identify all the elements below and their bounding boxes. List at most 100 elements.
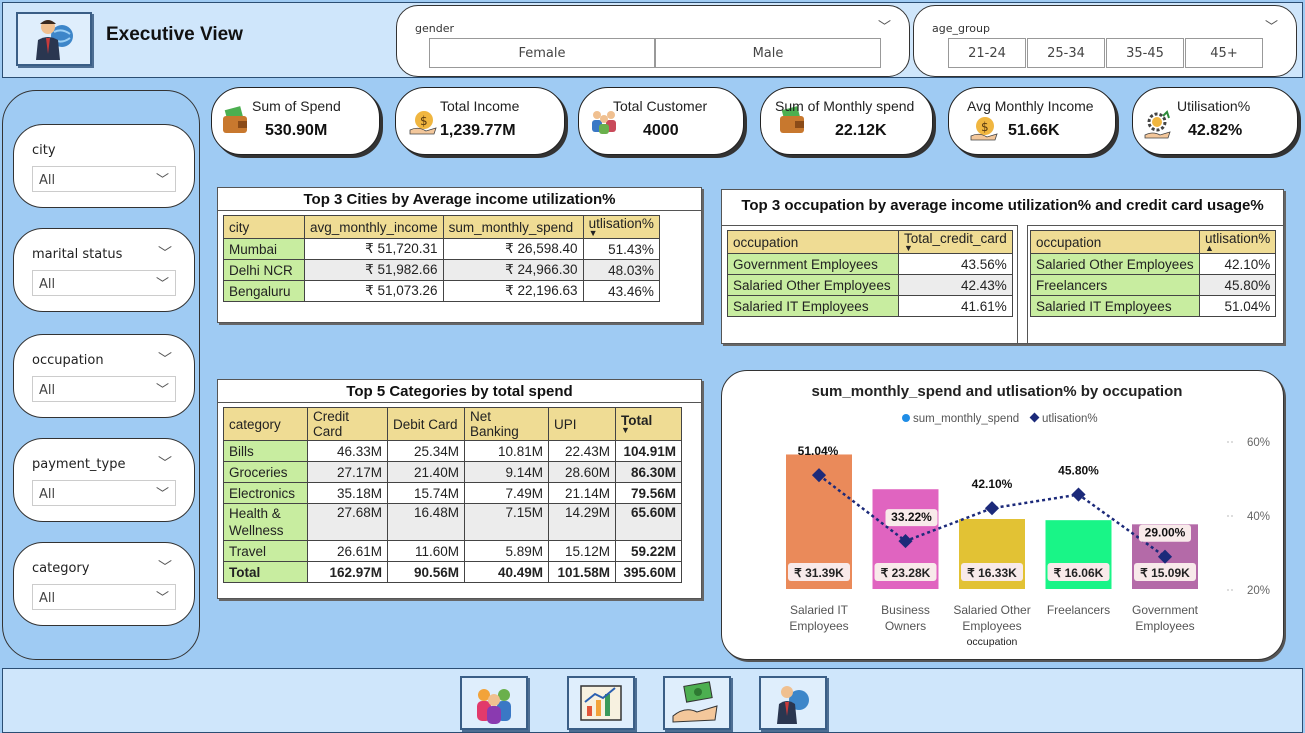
utilisation-cell: 51.43%	[582, 238, 660, 260]
value-cell: 15.12M	[548, 540, 616, 562]
chevron-down-icon[interactable]: ﹀	[1264, 20, 1278, 35]
customers-nav-button[interactable]	[460, 676, 528, 730]
filter-panel: city All ﹀ marital status ﹀ All ﹀ occupati…	[2, 90, 200, 660]
table-row: Salaried IT Employees 51.04%	[1030, 295, 1277, 317]
category-cell: Groceries	[223, 461, 308, 483]
table-row: Delhi NCR ₹ 51,982.66 ₹ 24,966.30 48.03%	[223, 259, 660, 281]
col-total[interactable]: Total ▼	[615, 407, 682, 441]
category-value: All	[39, 591, 56, 606]
col-city[interactable]: city	[223, 215, 305, 239]
total-value-cell: 40.49M	[464, 561, 549, 583]
chevron-down-icon[interactable]: ﹀	[158, 246, 172, 262]
chart-legend: sum_monthly_spend utlisation%	[902, 412, 1098, 425]
chevron-down-icon[interactable]: ﹀	[158, 456, 172, 472]
top-occupation-panel: Top 3 occupation by average income utili…	[721, 189, 1284, 344]
gender-option-male[interactable]: Male	[655, 38, 881, 68]
bar-data-label-bg	[961, 563, 1023, 581]
gear-dollar-hand-icon	[1144, 110, 1171, 139]
occupation-credit-card-box: occupation Total_credit_card ▼ Government…	[722, 225, 1018, 344]
col-credit-card[interactable]: Credit Card	[307, 407, 388, 441]
executive-nav-button[interactable]	[759, 676, 827, 730]
spend-cell: ₹ 24,966.30	[442, 259, 584, 281]
credit-card-cell: 41.61%	[898, 295, 1013, 317]
utilisation-cell: 51.04%	[1198, 295, 1277, 317]
category-cell: Travel	[223, 540, 308, 562]
payment-type-slicer[interactable]: payment_type ﹀ All ﹀	[13, 438, 195, 522]
credit-card-cell: 43.56%	[898, 253, 1013, 275]
chevron-down-icon[interactable]: ﹀	[155, 173, 169, 188]
col-category[interactable]: category	[223, 407, 308, 441]
bar-data-label: ₹ 31.39K	[794, 566, 844, 580]
col-net-banking[interactable]: Net Banking	[464, 407, 549, 441]
gender-slicer[interactable]: gender ﹀ Female Male	[396, 5, 910, 77]
x-tick-label: Business	[881, 603, 930, 617]
col-total-credit-card[interactable]: Total_credit_card ▼	[898, 230, 1013, 254]
marital-status-dropdown[interactable]: All ﹀	[32, 270, 176, 296]
legend-utilisation-marker	[1029, 412, 1040, 423]
total-cell: 104.91M	[615, 440, 682, 462]
chevron-down-icon[interactable]: ﹀	[155, 383, 169, 398]
age-option-25-34[interactable]: 25-34	[1027, 38, 1105, 68]
payment-type-dropdown[interactable]: All ﹀	[32, 480, 176, 506]
value-cell: 35.18M	[307, 482, 388, 504]
col-avg-monthly-income[interactable]: avg_monthly_income	[304, 215, 444, 239]
kpi-total-customer: Total Customer 4000	[578, 87, 744, 155]
value-cell: 7.49M	[464, 482, 549, 504]
utilisation-line	[818, 474, 1166, 558]
payment-nav-button[interactable]	[663, 676, 731, 730]
age-group-slicer[interactable]: age_group ﹀ 21-24 25-34 35-45 45+	[913, 5, 1297, 77]
x-axis: Salaried IT Employees Business Owners Salari…	[789, 603, 1198, 633]
col-occupation[interactable]: occupation	[1030, 230, 1200, 254]
x-tick-label: Employees	[789, 619, 848, 633]
value-cell: 28.60M	[548, 461, 616, 483]
category-dropdown[interactable]: All ﹀	[32, 584, 176, 610]
executive-logo[interactable]	[16, 12, 92, 66]
gender-option-female[interactable]: Female	[429, 38, 655, 68]
y2-tick-label: 20%	[1247, 585, 1270, 597]
value-cell: 27.17M	[307, 461, 388, 483]
occupation-dropdown[interactable]: All ﹀	[32, 376, 176, 402]
age-group-slicer-label: age_group	[932, 22, 990, 35]
city-value: All	[39, 173, 56, 188]
marital-status-slicer[interactable]: marital status ﹀ All ﹀	[13, 228, 195, 312]
age-option-45plus[interactable]: 45+	[1185, 38, 1263, 68]
kpi-title: Sum of Monthly spend	[775, 98, 915, 114]
utilisation-cell: 43.46%	[582, 280, 660, 302]
col-debit-card[interactable]: Debit Card	[387, 407, 465, 441]
chevron-down-icon[interactable]: ﹀	[158, 352, 172, 368]
kpi-value: 42.82%	[1188, 122, 1243, 139]
col-occupation[interactable]: occupation	[727, 230, 899, 254]
value-cell: 46.33M	[307, 440, 388, 462]
total-value-cell: 90.56M	[387, 561, 465, 583]
handshake-money-icon	[672, 681, 718, 723]
x-tick-label: Employees	[1135, 619, 1194, 633]
col-sum-monthly-spend[interactable]: sum_monthly_spend	[442, 215, 584, 239]
businessman-globe-icon	[777, 686, 809, 724]
age-option-35-45[interactable]: 35-45	[1106, 38, 1184, 68]
age-option-21-24[interactable]: 21-24	[948, 38, 1026, 68]
value-cell: 9.14M	[464, 461, 549, 483]
chevron-down-icon[interactable]: ﹀	[155, 591, 169, 606]
col-utilisation[interactable]: utlisation% ▲	[1198, 230, 1277, 254]
chevron-down-icon[interactable]: ﹀	[877, 20, 891, 35]
x-tick-label: Salaried Other	[953, 603, 1030, 617]
footer-nav-bar	[2, 668, 1303, 733]
chevron-down-icon[interactable]: ﹀	[155, 487, 169, 502]
chevron-down-icon[interactable]: ﹀	[158, 560, 172, 576]
kpi-title: Sum of Spend	[252, 98, 341, 114]
top-categories-table: category Credit Card Debit Card Net Bank…	[223, 407, 682, 583]
col-utilisation[interactable]: utlisation% ▼	[582, 215, 660, 239]
occupation-cell: Government Employees	[727, 253, 899, 275]
chevron-down-icon[interactable]: ﹀	[155, 277, 169, 292]
city-slicer[interactable]: city All ﹀	[13, 124, 195, 208]
category-slicer[interactable]: category ﹀ All ﹀	[13, 542, 195, 626]
category-slicer-label: category	[32, 561, 90, 576]
kpi-avg-monthly-income: $ Avg Monthly Income 51.66K	[948, 87, 1116, 155]
col-upi[interactable]: UPI	[548, 407, 616, 441]
analytics-nav-button[interactable]	[567, 676, 635, 730]
top-cities-panel: Top 3 Cities by Average income utilizati…	[217, 187, 702, 323]
value-cell: 21.40M	[387, 461, 465, 483]
occupation-slicer[interactable]: occupation ﹀ All ﹀	[13, 334, 195, 418]
total-value-cell: 395.60M	[615, 561, 682, 583]
city-dropdown[interactable]: All ﹀	[32, 166, 176, 192]
